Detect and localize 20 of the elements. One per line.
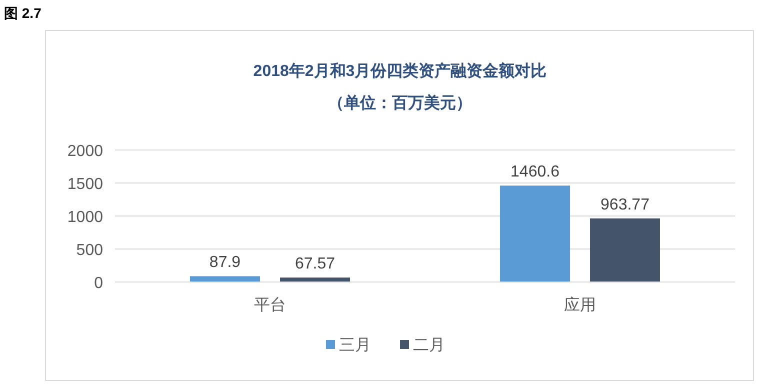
caption: 图 2.7 [4,5,42,21]
bar [590,218,660,282]
data-label: 67.57 [294,256,336,273]
data-label: 1460.6 [510,164,560,181]
x-tick-label: 应用 [564,296,596,314]
bar [280,278,350,282]
legend-label: 三月 [339,337,371,354]
x-tick-label: 平台 [254,296,286,314]
y-tick-label: 2000 [67,143,104,160]
chart-title: 2018年2月和3月份四类资产融资金额对比 [253,62,547,80]
bar [190,276,260,282]
y-tick-label: 1500 [67,176,104,193]
chart-subtitle: （单位：百万美元） [328,93,472,112]
y-tick-label: 500 [76,242,104,259]
data-label: 963.77 [600,196,650,214]
y-tick-label: 0 [94,275,104,292]
bar [500,186,570,282]
legend-label: 二月 [413,337,445,354]
y-tick-label: 1000 [67,209,104,226]
data-label: 87.9 [209,254,241,272]
